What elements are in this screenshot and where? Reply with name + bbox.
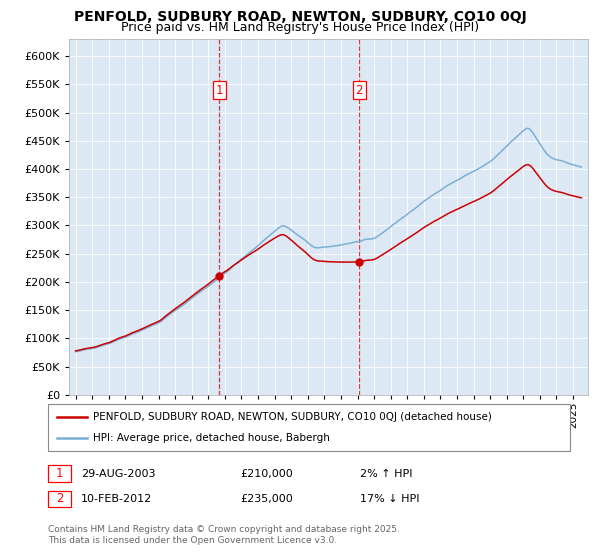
Text: £235,000: £235,000 [240,494,293,504]
Text: HPI: Average price, detached house, Babergh: HPI: Average price, detached house, Babe… [93,433,330,443]
Text: 2: 2 [356,83,363,96]
Text: 2: 2 [56,492,63,506]
Text: 29-AUG-2003: 29-AUG-2003 [81,469,155,479]
Text: 1: 1 [215,83,223,96]
Text: 1: 1 [56,467,63,480]
Text: Contains HM Land Registry data © Crown copyright and database right 2025.
This d: Contains HM Land Registry data © Crown c… [48,525,400,545]
Text: PENFOLD, SUDBURY ROAD, NEWTON, SUDBURY, CO10 0QJ (detached house): PENFOLD, SUDBURY ROAD, NEWTON, SUDBURY, … [93,412,492,422]
Text: 10-FEB-2012: 10-FEB-2012 [81,494,152,504]
Text: 17% ↓ HPI: 17% ↓ HPI [360,494,419,504]
Text: 2% ↑ HPI: 2% ↑ HPI [360,469,413,479]
Text: PENFOLD, SUDBURY ROAD, NEWTON, SUDBURY, CO10 0QJ: PENFOLD, SUDBURY ROAD, NEWTON, SUDBURY, … [74,10,526,24]
Text: Price paid vs. HM Land Registry's House Price Index (HPI): Price paid vs. HM Land Registry's House … [121,21,479,34]
Text: £210,000: £210,000 [240,469,293,479]
